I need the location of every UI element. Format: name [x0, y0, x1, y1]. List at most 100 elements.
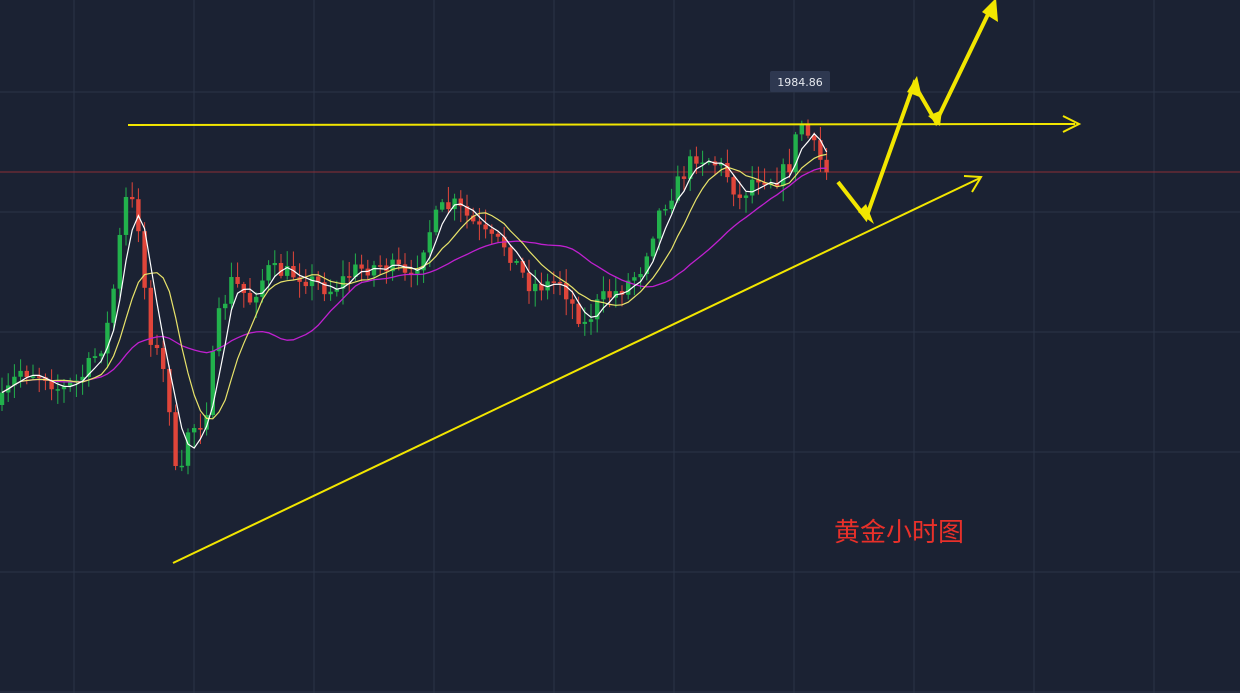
candle-body [285, 265, 290, 276]
candle-body [18, 370, 23, 377]
candle-body [607, 291, 612, 298]
ascending-trendline [172, 177, 981, 564]
candle-body [446, 202, 451, 210]
candle-body [148, 287, 153, 345]
candle-body [260, 280, 265, 297]
chart-title: 黄金小时图 [834, 518, 964, 548]
candle-body [551, 281, 556, 283]
candle-body [223, 303, 228, 309]
candle-body [297, 277, 302, 282]
candle-body [743, 195, 749, 198]
candle-body [564, 282, 569, 300]
candle-body [0, 392, 5, 405]
candle-body [185, 432, 191, 466]
candle-body [526, 272, 532, 292]
candle-body [626, 280, 631, 295]
candle-body [365, 268, 370, 276]
candle-body [477, 221, 482, 225]
candle-body [557, 281, 563, 284]
candle-body [520, 260, 525, 273]
candle-body [570, 299, 575, 304]
candle-body [384, 265, 389, 272]
candle-body [272, 263, 277, 266]
candle-body [371, 265, 377, 276]
candle-body [601, 291, 606, 300]
candle-body [756, 179, 761, 183]
candle-body [254, 296, 259, 303]
candle-body [167, 368, 172, 413]
candle-body [669, 200, 674, 210]
candle-body [291, 265, 296, 278]
candle-body [92, 356, 98, 358]
candle-body [471, 215, 476, 222]
candle-body [619, 291, 625, 295]
candle-body [464, 206, 470, 216]
candle-body [179, 465, 184, 468]
candle-body [539, 283, 544, 291]
candle-body [117, 234, 122, 289]
candle-body [427, 232, 432, 253]
candle-body [123, 196, 129, 235]
candle-body [210, 351, 215, 416]
candle-body [161, 348, 166, 369]
candle-body [142, 231, 147, 288]
candle-body [247, 292, 253, 303]
candles [0, 119, 829, 475]
candle-body [588, 319, 594, 322]
price-tag: 1984.86 [770, 71, 830, 92]
annotations [127, 0, 1082, 564]
candle-body [278, 263, 284, 276]
candle-body [378, 265, 383, 267]
candle-body [812, 135, 817, 141]
candle-body [37, 376, 42, 378]
candle-body [316, 276, 321, 283]
candle-body [198, 428, 203, 430]
candle-body [495, 233, 501, 237]
candle-body [309, 276, 315, 287]
candle-body [489, 229, 494, 234]
candle-body [688, 156, 693, 179]
ma-slow-line [1, 167, 827, 394]
candle-body [700, 162, 705, 165]
candle-body [582, 321, 587, 324]
candle-body [545, 281, 550, 291]
projected-path [836, 5, 994, 223]
candle-body [675, 176, 680, 201]
candle-body [638, 273, 643, 278]
candle-body [173, 412, 178, 466]
candle-body [694, 156, 699, 164]
candle-body [719, 162, 724, 166]
candle-body [49, 380, 54, 390]
candle-body [433, 209, 439, 233]
candle-body [68, 381, 73, 386]
candle-body [229, 276, 234, 304]
candle-body [805, 124, 811, 136]
arrowhead-down [858, 204, 874, 224]
candle-body [99, 353, 104, 357]
candle-body [533, 283, 538, 292]
candle-body [731, 177, 736, 195]
candle-body [644, 256, 649, 274]
candle-body [322, 282, 327, 295]
candle-body [30, 376, 36, 378]
candle-body [458, 198, 463, 207]
candle-body [61, 385, 67, 390]
trendline-arrowhead [963, 175, 983, 193]
candle-body [595, 299, 600, 320]
candle-body [799, 124, 804, 135]
candle-body [353, 264, 358, 278]
resistance-arrowhead [1062, 115, 1082, 133]
candle-body [86, 357, 91, 377]
candle-body [483, 224, 488, 230]
candle-body [216, 308, 222, 352]
candle-body [762, 182, 767, 185]
candle-body [235, 276, 240, 284]
arrowhead-up-2 [982, 0, 998, 22]
candle-body [241, 283, 246, 293]
candle-body [681, 176, 687, 179]
candle-body [650, 238, 656, 257]
candle-body [421, 252, 426, 271]
